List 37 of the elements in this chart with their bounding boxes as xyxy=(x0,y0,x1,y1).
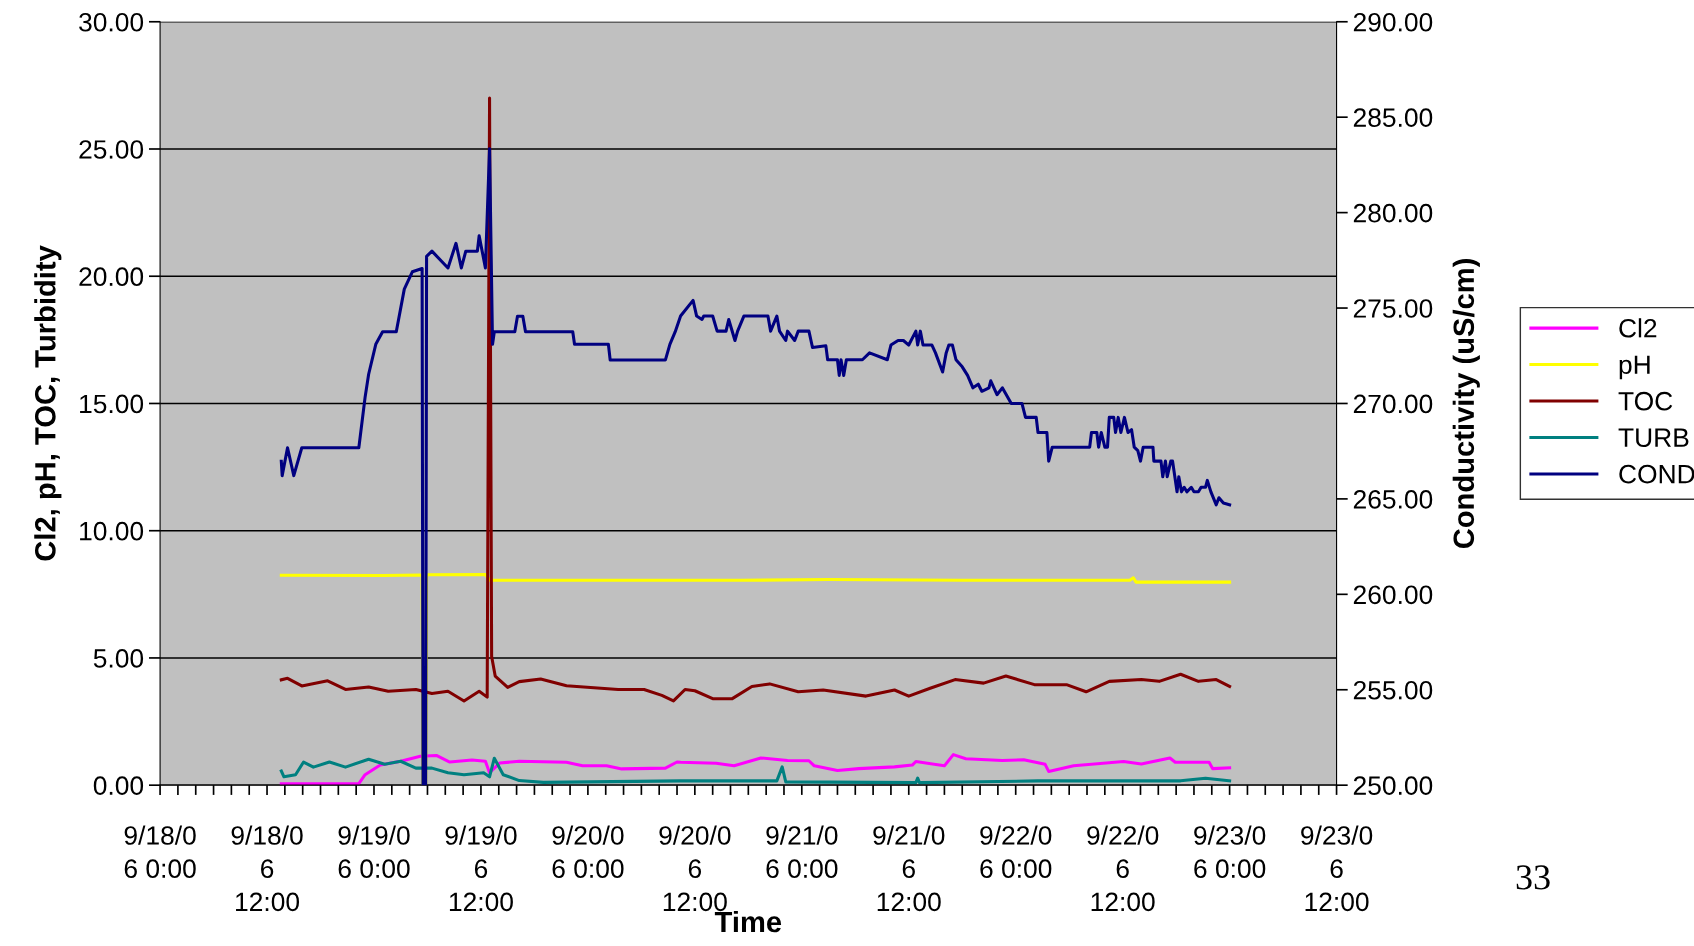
y-tick-label: 25.00 xyxy=(79,140,144,159)
y2-tick-label: 255.00 xyxy=(1353,680,1433,700)
x-tick-label: 9/19/0 6 12:00 xyxy=(445,825,517,912)
y-tick-label: 10.00 xyxy=(80,521,144,541)
y2-tick-label: 280.00 xyxy=(1353,203,1433,223)
y-tick-label: 5.00 xyxy=(93,649,144,668)
x-tick-label: 9/20/0 6 12:00 xyxy=(659,825,731,912)
x-tick-label: 9/19/0 6 0:00 xyxy=(338,825,410,879)
x-tick-label: 9/22/0 6 12:00 xyxy=(1087,825,1159,912)
x-tick-label: 9/23/0 6 0:00 xyxy=(1194,825,1266,879)
y2-tick-label: 250.00 xyxy=(1353,776,1433,795)
text: 33 xyxy=(1516,865,1550,890)
legend-label: Cl2 xyxy=(1619,318,1657,338)
legend-label: COND xyxy=(1619,464,1694,484)
y2-tick-label: 270.00 xyxy=(1353,394,1433,414)
y2-axis-title: Conductivity (uS/cm) xyxy=(1452,259,1480,549)
x-tick-label: 9/21/0 6 0:00 xyxy=(766,825,838,879)
legend-label: TOC xyxy=(1618,391,1673,411)
x-tick-label: 9/21/0 6 12:00 xyxy=(873,825,945,912)
legend-label: TURB xyxy=(1618,428,1689,448)
y2-tick-label: 285.00 xyxy=(1353,108,1433,128)
y2-tick-label: 290.00 xyxy=(1353,12,1433,32)
y2-tick-label: 265.00 xyxy=(1353,490,1433,509)
x-tick-label: 9/22/0 6 0:00 xyxy=(980,825,1052,879)
y2-tick-label: 260.00 xyxy=(1353,585,1433,605)
x-tick-label: 9/20/0 6 0:00 xyxy=(552,825,624,879)
y-tick-label: 30.00 xyxy=(79,12,144,32)
y2-tick-label: 275.00 xyxy=(1353,299,1433,318)
legend-label: pH xyxy=(1619,355,1650,380)
y-tick-label: 15.00 xyxy=(80,394,144,414)
y-tick-label: 20.00 xyxy=(79,267,144,287)
x-tick-label: 9/23/0 6 12:00 xyxy=(1301,825,1373,912)
x-tick-label: 9/18/0 6 12:00 xyxy=(231,825,303,912)
y-tick-label: 0.00 xyxy=(93,776,144,795)
x-tick-label: 9/18/0 6 0:00 xyxy=(124,825,196,879)
y-axis-title: Cl2, pH, TOC, Turbidity xyxy=(34,245,62,561)
x-axis-title: Time xyxy=(714,910,782,933)
